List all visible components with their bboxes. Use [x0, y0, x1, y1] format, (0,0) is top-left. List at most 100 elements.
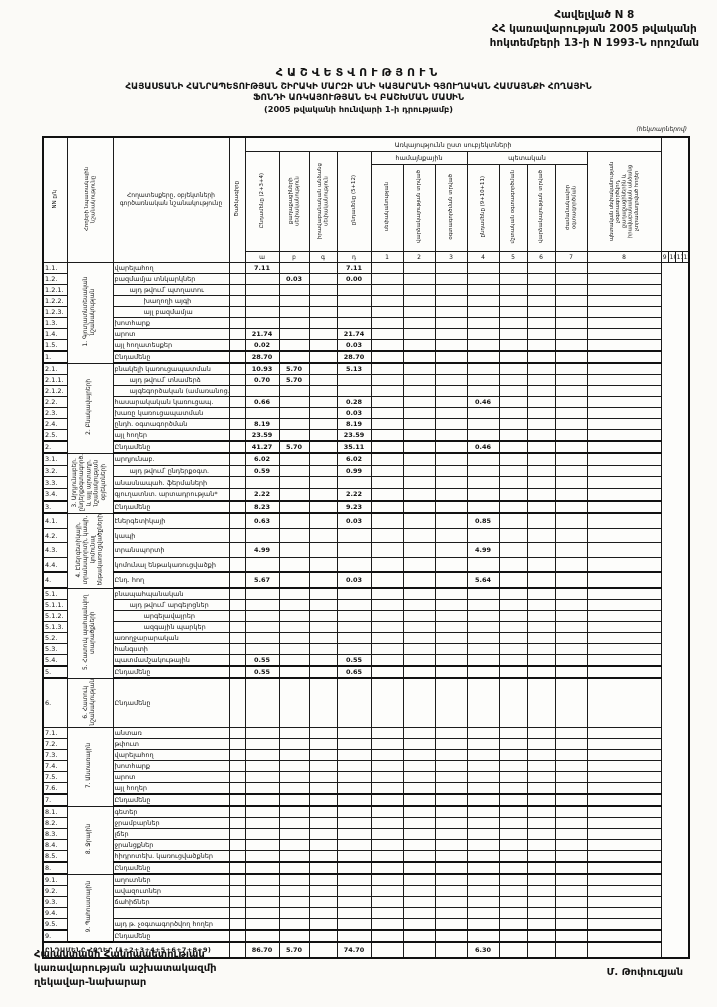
section-label: 2. Բնակավայրերի: [86, 379, 93, 435]
value-cell-c10: [526, 599, 556, 611]
value-cell-c1: [244, 896, 280, 909]
header-group-band: Առկայությունն ըստ սուբյեկտների: [244, 136, 662, 152]
value-cell-c11: [554, 817, 588, 830]
table-row: 2.3. խառը կառուցապատման 0.03: [42, 407, 689, 419]
unit-note: (հեկտարներով): [636, 126, 687, 133]
value-cell-c9: [498, 571, 528, 589]
table-row: 1.3. խոտհարք: [42, 317, 689, 329]
header-col-10: վարձակալության տրված: [526, 164, 556, 252]
value-cell-c10: [526, 828, 556, 841]
value-cell-c8: [466, 760, 500, 773]
value-cell-c2: [278, 556, 310, 573]
row-number: 1.2.2.: [42, 295, 68, 307]
value-cell-c8: [466, 771, 500, 784]
header-col-9-label: մշտական օգտագործման: [509, 170, 516, 244]
value-cell-c9: [498, 839, 528, 852]
value-cell-c8: [466, 907, 500, 920]
value-cell-c5: [370, 385, 404, 397]
value-cell-c11: [554, 499, 588, 515]
value-cell-c10: [526, 273, 556, 285]
value-cell-c6: [402, 339, 436, 352]
value-cell-c7: [434, 793, 468, 808]
value-cell-c12: [586, 929, 662, 944]
row-number: 9.: [42, 929, 68, 944]
table-row: 9.4.: [42, 907, 689, 920]
header-subgroup-state: պետական: [466, 151, 588, 165]
row-number: 2.4.: [42, 418, 68, 430]
value-cell-c10: [526, 284, 556, 296]
value-cell-c11: [554, 918, 588, 931]
value-cell-c2: [278, 817, 310, 830]
row-number: 5.2.: [42, 632, 68, 644]
value-cell-c10: [526, 440, 556, 454]
value-cell-c6: [402, 677, 436, 729]
value-cell-c8: [466, 817, 500, 830]
value-cell-c3: [308, 440, 338, 454]
title-line-3: ՖՈՆԴԻ ԱՌԿԱՅՈՒԹՅԱՆ ԵՎ ԲԱՇԽՄԱՆ ՄԱՍԻՆ: [252, 93, 465, 103]
row-label: գետեր: [112, 805, 230, 819]
section-label: 1. Գյուղատնտեսական նշանակության: [82, 276, 96, 347]
title-block: ՀԱՇՎԵՏՎՈՒԹՅՈՒՆ ՀԱՅԱՍՏԱՆԻ ՀԱՆՐԱՊԵՏՈՒԹՅԱՆ …: [0, 66, 717, 114]
value-cell-c3: [308, 429, 338, 442]
value-cell-c1: [244, 749, 280, 762]
value-cell-c11: [554, 527, 588, 544]
value-cell-c10: [526, 350, 556, 364]
value-cell-c7: [434, 512, 468, 530]
value-cell-c7: [434, 610, 468, 622]
code-cell: [228, 643, 246, 655]
value-cell-c5: [370, 396, 404, 408]
code-cell: [228, 805, 246, 819]
value-cell-c5: [370, 861, 404, 876]
value-cell-c11: [554, 654, 588, 667]
value-cell-c11: [554, 873, 588, 887]
value-cell-c1: [244, 476, 280, 489]
value-cell-c12: [586, 738, 662, 751]
code-cell: [228, 440, 246, 454]
value-cell-c12: [586, 295, 662, 307]
value-cell-c6: [402, 621, 436, 633]
value-cell-c2: [278, 828, 310, 841]
header-col-purpose: Հողերի նպատակային նշանակությունը: [66, 136, 114, 263]
value-cell-c6: [402, 418, 436, 430]
value-cell-c3: [308, 317, 338, 329]
value-cell-c3: [308, 476, 338, 489]
colnum-a: ա: [244, 251, 280, 263]
value-cell-c5: [370, 499, 404, 515]
value-cell-c12: [586, 632, 662, 644]
code-cell: [228, 350, 246, 364]
value-cell-c7: [434, 828, 468, 841]
value-cell-c5: [370, 295, 404, 307]
value-cell-c5: [370, 350, 404, 364]
value-cell-c2: [278, 643, 310, 655]
value-cell-c1: [244, 805, 280, 819]
value-cell-c1: [244, 632, 280, 644]
table-row: 7.2. թփուտ: [42, 738, 689, 751]
value-cell-c4: 0.03: [336, 571, 372, 589]
value-cell-c6: [402, 828, 436, 841]
value-cell-c7: [434, 677, 468, 729]
value-cell-c11: [554, 476, 588, 489]
value-cell-c4: [336, 587, 372, 600]
colnum-c: գ: [308, 251, 338, 263]
row-label: բնապահպանական: [112, 587, 230, 600]
value-cell-c5: [370, 440, 404, 454]
row-number: 3.4.: [42, 487, 68, 502]
value-cell-c2: [278, 749, 310, 762]
value-cell-c4: [336, 929, 372, 944]
value-cell-c4: [336, 632, 372, 644]
value-cell-c10: [526, 464, 556, 478]
value-cell-c4: 0.99: [336, 464, 372, 478]
value-cell-c11: [554, 665, 588, 679]
code-cell: [228, 918, 246, 931]
row-label: բնակելի կառուցապատման: [112, 362, 230, 375]
value-cell-c3: [308, 760, 338, 773]
value-cell-c8: [466, 464, 500, 478]
code-cell: [228, 374, 246, 386]
value-cell-c2: [278, 918, 310, 931]
value-cell-c10: [526, 512, 556, 530]
row-label: այդ թվում՝ ընդերքօգտ.: [112, 464, 230, 478]
value-cell-c6: [402, 599, 436, 611]
section-label-cell: 4. Էներգետիկայի, տրանսպորտի, կապի, կոմու…: [66, 512, 114, 589]
value-cell-c7: [434, 350, 468, 364]
value-cell-c12: [586, 306, 662, 318]
